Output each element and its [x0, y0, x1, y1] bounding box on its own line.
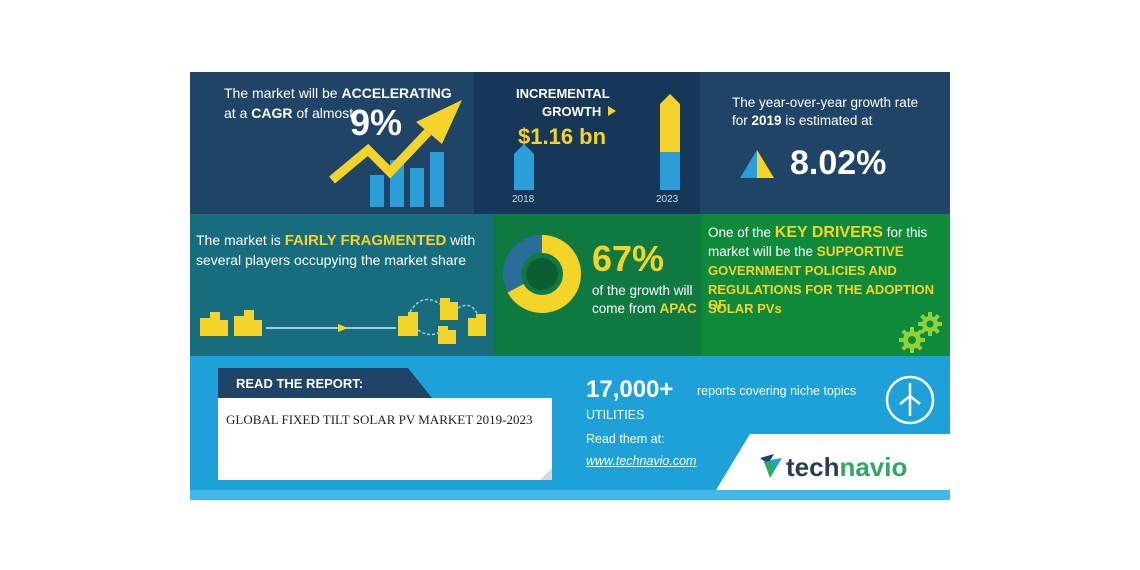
- drivers-line2: market will be the SUPPORTIVE: [708, 244, 904, 259]
- drivers-line1-prefix: One of the: [708, 225, 775, 240]
- fragmented-prefix: The market is: [196, 232, 285, 248]
- incremental-label-2: GROWTH: [542, 104, 616, 119]
- fragmented-suffix: with: [446, 232, 476, 248]
- cagr-line1: The market will be ACCELERATING: [224, 84, 452, 102]
- yoy-year: 2019: [751, 113, 782, 128]
- drivers-line2-prefix: market will be the: [708, 244, 817, 259]
- technavio-logo-icon: [760, 454, 782, 478]
- yoy-line1: The year-over-year growth rate: [732, 95, 919, 110]
- apac-line1: of the growth will: [592, 283, 693, 298]
- cagr-line1-prefix: The market will be: [224, 85, 342, 101]
- incremental-panel: INCREMENTAL GROWTH $1.16 bn 2018 2023: [474, 72, 700, 214]
- drivers-panel: One of the KEY DRIVERS for this market w…: [702, 214, 950, 356]
- technavio-link[interactable]: www.technavio.com: [586, 454, 697, 468]
- year-start: 2018: [512, 194, 535, 205]
- rising-arrow-icon: [329, 100, 462, 207]
- fragmented-panel: The market is FAIRLY FRAGMENTED with sev…: [190, 214, 494, 356]
- yoy-line2: for 2019 is estimated at: [732, 112, 872, 130]
- cagr-line2-prefix: at a: [224, 105, 252, 121]
- cagr-line2-suffix: of almost: [292, 105, 354, 121]
- play-arrow-icon: [607, 106, 616, 116]
- fragmented-line1: The market is FAIRLY FRAGMENTED with: [196, 232, 475, 249]
- apac-panel: 67% of the growth will come from APAC: [494, 214, 702, 356]
- drivers-line4: REGULATIONS FOR THE ADOPTION OF: [708, 282, 935, 312]
- yoy-panel: The year-over-year growth rate for 2019 …: [700, 72, 950, 214]
- wordmark-tech: tech: [786, 452, 840, 482]
- drivers-line1-suffix: for this: [882, 225, 928, 240]
- apac-region: APAC: [659, 301, 697, 316]
- report-card: [218, 368, 552, 480]
- yoy-value: 8.02%: [790, 144, 887, 182]
- cagr-accelerating: ACCELERATING: [341, 85, 452, 101]
- donut-apac-segment: [503, 235, 581, 313]
- cagr-line2: at a CAGR of almost: [224, 104, 353, 122]
- year-end: 2023: [656, 194, 679, 205]
- report-count-text: reports covering niche topics: [697, 384, 857, 398]
- drivers-supportive: SUPPORTIVE: [816, 244, 904, 259]
- read-label: Read them at:: [586, 432, 665, 446]
- fragmented-line2: several players occupying the market sha…: [196, 252, 467, 268]
- technavio-brand: technavio: [786, 452, 907, 483]
- buildings-icon: [200, 298, 486, 344]
- yoy-line2-suffix: is estimated at: [781, 113, 873, 128]
- growth-triangle-icon: [740, 150, 774, 178]
- incremental-value: $1.16 bn: [518, 124, 607, 149]
- read-report-header: READ THE REPORT:: [236, 376, 364, 391]
- wind-turbine-icon[interactable]: [884, 374, 936, 426]
- report-category: UTILITIES: [586, 408, 645, 422]
- drivers-line3: GOVERNMENT POLICIES AND: [708, 263, 897, 278]
- apac-donut-chart: [503, 235, 581, 313]
- technavio-wordmark: technavio: [786, 452, 907, 482]
- cagr-label: CAGR: [251, 105, 293, 121]
- cagr-value: 9%: [350, 102, 403, 143]
- incremental-growth-text: GROWTH: [542, 104, 602, 119]
- gear-icon: [899, 312, 942, 353]
- donut-center: [526, 258, 558, 290]
- apac-line2: come from APAC: [592, 300, 697, 318]
- apac-line2-prefix: come from: [592, 301, 660, 316]
- drivers-line5: SOLAR PVs: [708, 301, 782, 316]
- report-panel: READ THE REPORT: GLOBAL FIXED TILT SOLAR…: [190, 356, 950, 500]
- wordmark-navio: navio: [839, 452, 908, 482]
- fragmented-bold: FAIRLY FRAGMENTED: [284, 232, 447, 249]
- apac-value: 67%: [592, 238, 665, 279]
- yoy-line2-prefix: for: [732, 113, 752, 128]
- incremental-label-1: INCREMENTAL: [516, 86, 610, 101]
- incremental-bars: [514, 94, 680, 190]
- report-count: 17,000+: [586, 376, 674, 403]
- report-title[interactable]: GLOBAL FIXED TILT SOLAR PV MARKET 2019-2…: [226, 412, 533, 427]
- drivers-line1: One of the KEY DRIVERS for this: [708, 224, 927, 242]
- drivers-key: KEY DRIVERS: [774, 224, 883, 241]
- report-background: [190, 434, 950, 500]
- cagr-panel: The market will be ACCELERATING at a CAG…: [190, 72, 474, 214]
